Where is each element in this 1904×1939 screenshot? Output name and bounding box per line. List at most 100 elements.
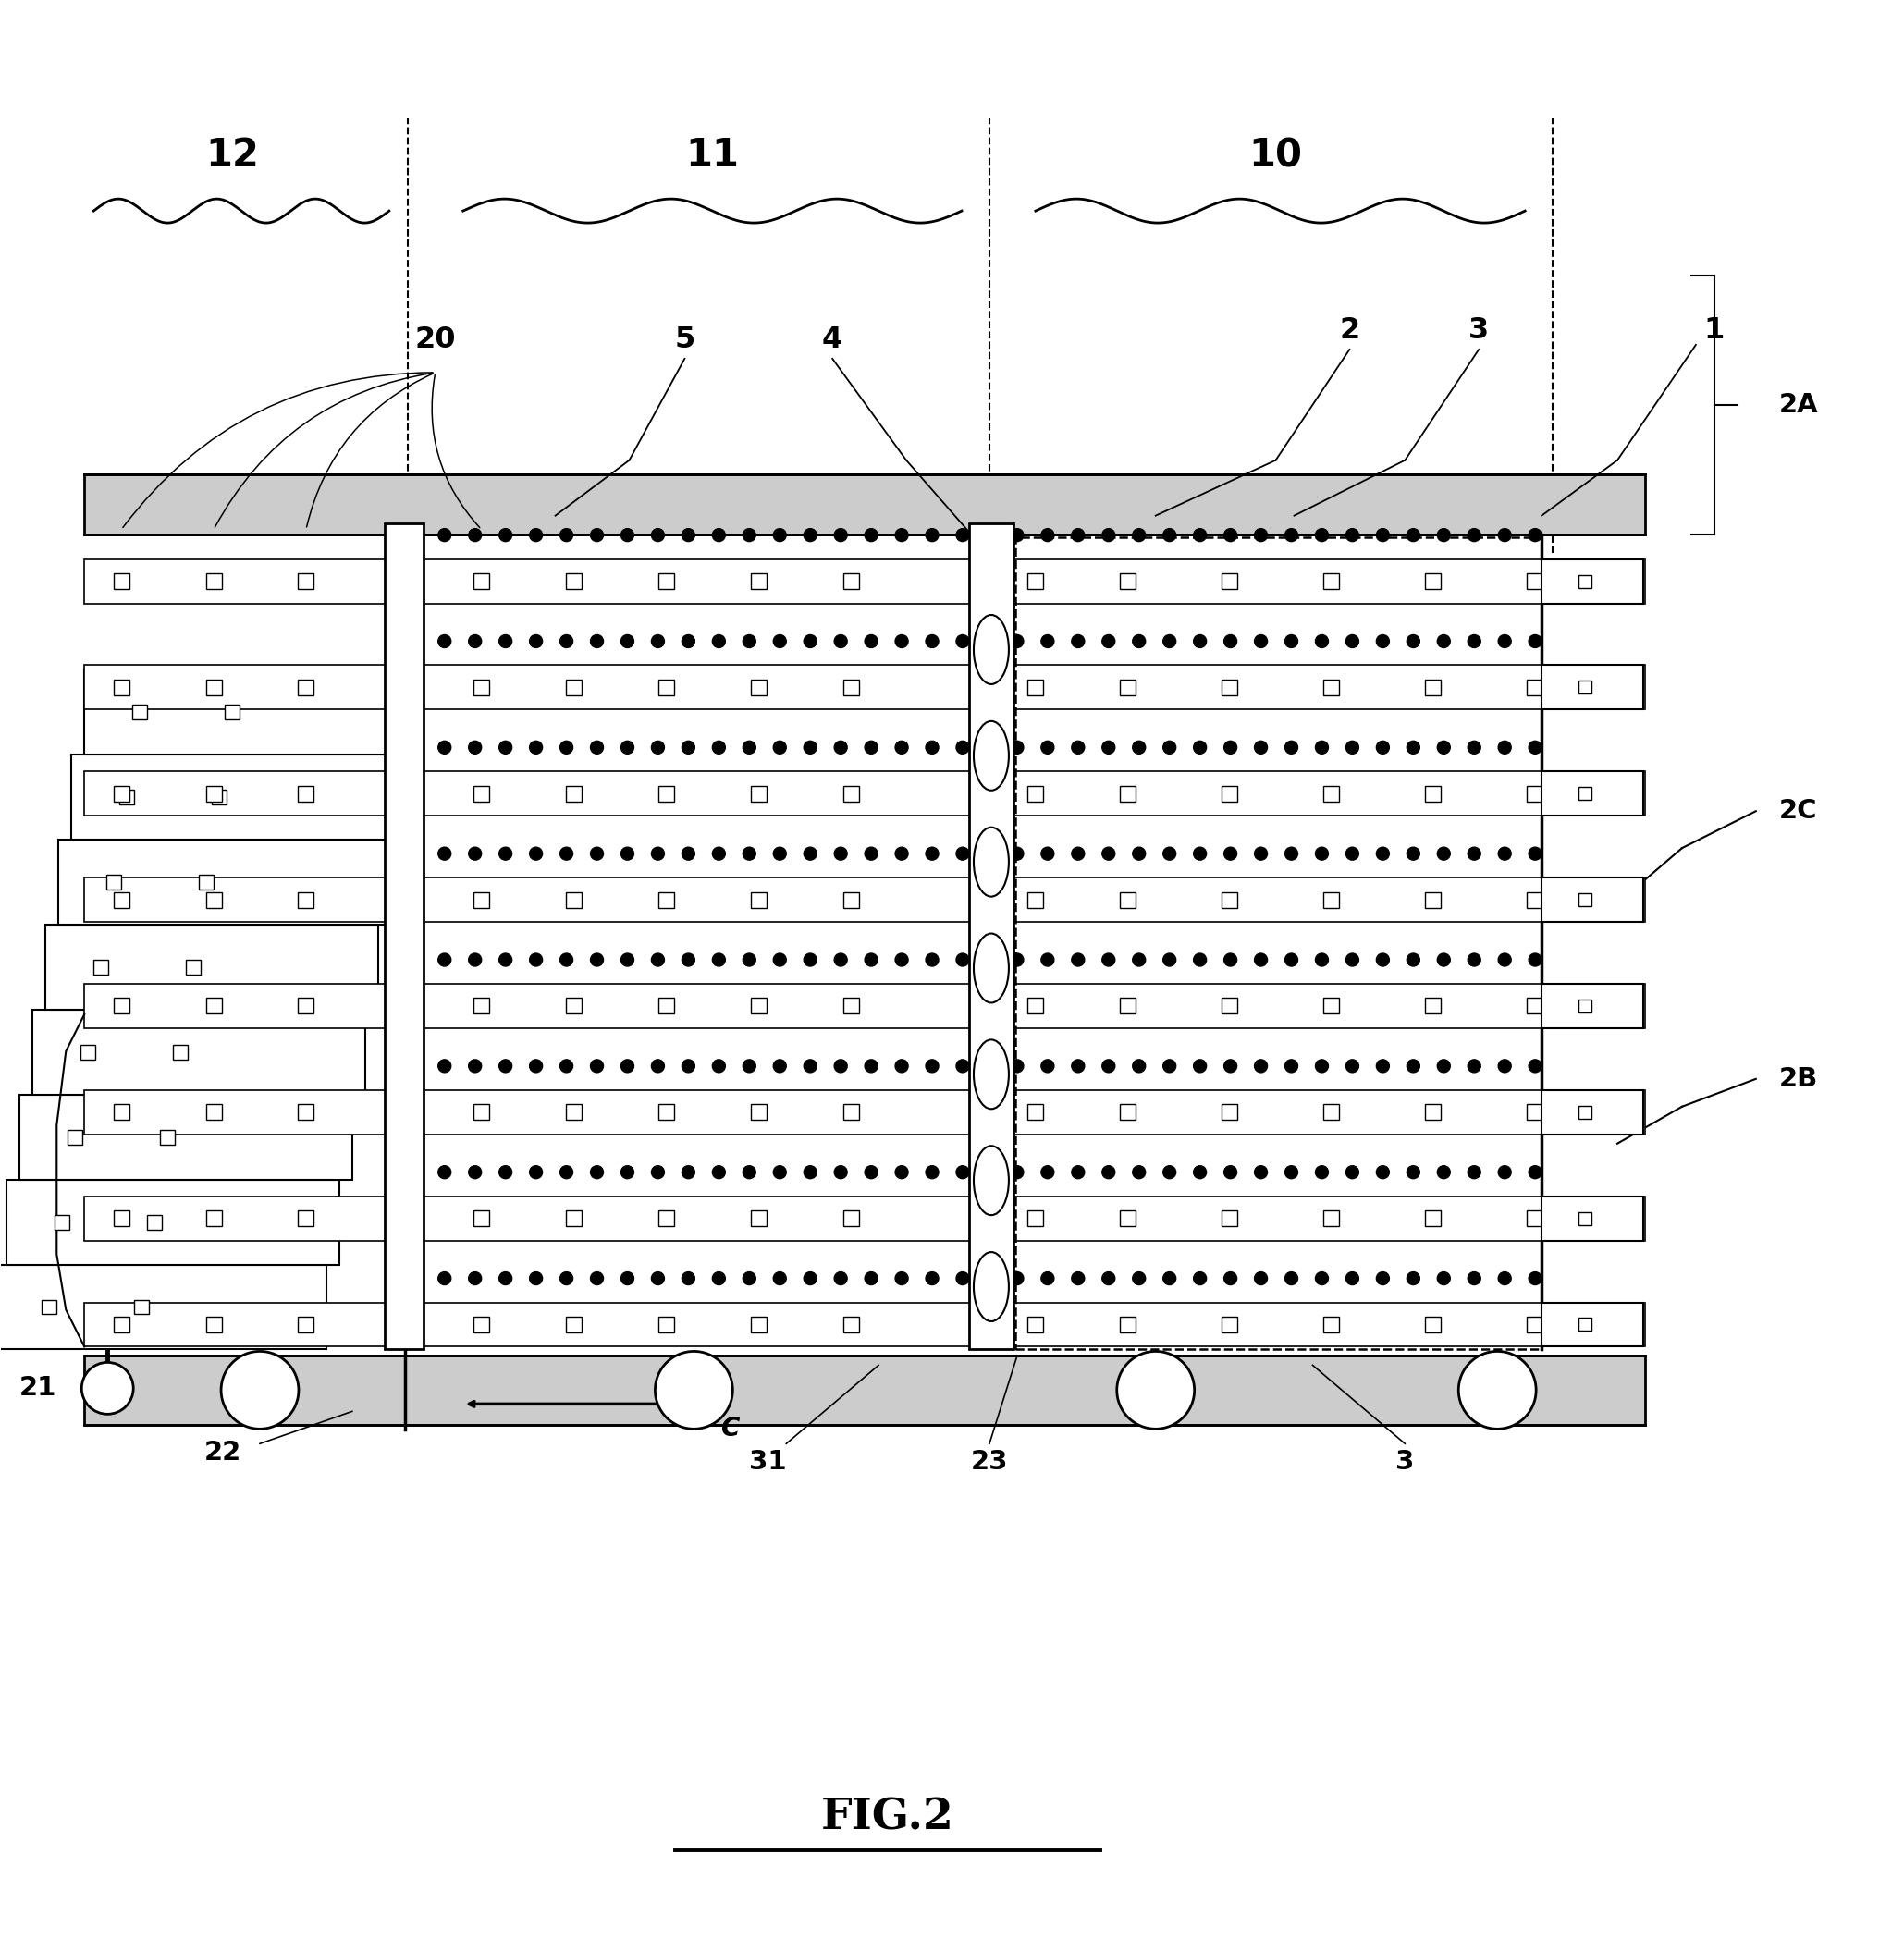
Circle shape: [1468, 1272, 1481, 1286]
Circle shape: [1194, 954, 1207, 966]
Bar: [135, 1299, 149, 1315]
Circle shape: [1346, 847, 1359, 861]
Bar: [1424, 1210, 1441, 1225]
Circle shape: [834, 1059, 847, 1072]
Circle shape: [1041, 1272, 1055, 1286]
Circle shape: [1529, 634, 1542, 648]
Bar: [84, 878, 1645, 921]
Text: 2B: 2B: [1778, 1066, 1818, 1092]
Circle shape: [1377, 1059, 1390, 1072]
Circle shape: [1285, 1059, 1299, 1072]
Text: 21: 21: [19, 1375, 57, 1402]
Bar: [299, 785, 314, 801]
Circle shape: [651, 1059, 664, 1072]
Bar: [147, 1214, 162, 1229]
Circle shape: [773, 847, 786, 861]
Circle shape: [925, 529, 939, 541]
Bar: [385, 524, 423, 1350]
Bar: [1527, 785, 1542, 801]
Circle shape: [1438, 741, 1451, 754]
Bar: [843, 574, 859, 589]
Circle shape: [682, 741, 695, 754]
Bar: [1323, 999, 1339, 1014]
Bar: [1542, 1303, 1643, 1348]
Bar: [84, 1355, 1645, 1425]
Bar: [0, 1264, 326, 1350]
Bar: [1527, 1210, 1542, 1225]
Circle shape: [1316, 1165, 1329, 1179]
Circle shape: [468, 1272, 482, 1286]
Bar: [1424, 574, 1441, 589]
Bar: [59, 840, 390, 925]
Circle shape: [529, 634, 543, 648]
Bar: [565, 999, 583, 1014]
Circle shape: [560, 1059, 573, 1072]
Circle shape: [468, 1165, 482, 1179]
Circle shape: [1041, 529, 1055, 541]
Circle shape: [529, 954, 543, 966]
Circle shape: [1346, 634, 1359, 648]
Circle shape: [529, 741, 543, 754]
Text: 31: 31: [748, 1448, 786, 1476]
Bar: [1222, 785, 1238, 801]
Bar: [659, 679, 674, 696]
Bar: [659, 1210, 674, 1225]
Bar: [1028, 1105, 1043, 1121]
Bar: [1542, 1196, 1643, 1241]
Circle shape: [1041, 741, 1055, 754]
Circle shape: [864, 1165, 878, 1179]
Bar: [565, 892, 583, 907]
Bar: [46, 925, 379, 1010]
Circle shape: [1011, 741, 1024, 754]
Circle shape: [1377, 847, 1390, 861]
Bar: [84, 558, 1645, 603]
Bar: [1028, 1210, 1043, 1225]
Bar: [1578, 1105, 1592, 1119]
Circle shape: [499, 741, 512, 754]
Text: 20: 20: [415, 326, 455, 355]
Circle shape: [1072, 634, 1085, 648]
Bar: [114, 574, 129, 589]
Circle shape: [1255, 529, 1268, 541]
Bar: [1527, 999, 1542, 1014]
Circle shape: [925, 1165, 939, 1179]
Circle shape: [1072, 847, 1085, 861]
Circle shape: [1498, 741, 1512, 754]
Circle shape: [529, 529, 543, 541]
Bar: [114, 999, 129, 1014]
Circle shape: [712, 634, 725, 648]
Bar: [750, 892, 767, 907]
Circle shape: [1346, 954, 1359, 966]
Circle shape: [1072, 1165, 1085, 1179]
Text: 5: 5: [674, 326, 695, 355]
Circle shape: [956, 1165, 969, 1179]
Bar: [187, 960, 200, 975]
Circle shape: [1133, 1059, 1146, 1072]
Circle shape: [1011, 847, 1024, 861]
Circle shape: [1133, 847, 1146, 861]
Circle shape: [1163, 529, 1177, 541]
Bar: [1323, 1210, 1339, 1225]
Circle shape: [1224, 1272, 1238, 1286]
Bar: [1527, 1317, 1542, 1332]
Circle shape: [560, 529, 573, 541]
Circle shape: [743, 847, 756, 861]
Bar: [107, 874, 122, 890]
Bar: [1542, 983, 1643, 1028]
Bar: [299, 1105, 314, 1121]
Circle shape: [1498, 1165, 1512, 1179]
Circle shape: [1377, 529, 1390, 541]
Circle shape: [1529, 1165, 1542, 1179]
Circle shape: [1163, 741, 1177, 754]
Circle shape: [1346, 1059, 1359, 1072]
Circle shape: [590, 529, 604, 541]
Circle shape: [895, 529, 908, 541]
Bar: [1578, 574, 1592, 588]
Circle shape: [1438, 529, 1451, 541]
Circle shape: [864, 529, 878, 541]
Circle shape: [1529, 1272, 1542, 1286]
Bar: [84, 772, 1645, 816]
Bar: [1222, 999, 1238, 1014]
Circle shape: [773, 529, 786, 541]
Circle shape: [1498, 634, 1512, 648]
